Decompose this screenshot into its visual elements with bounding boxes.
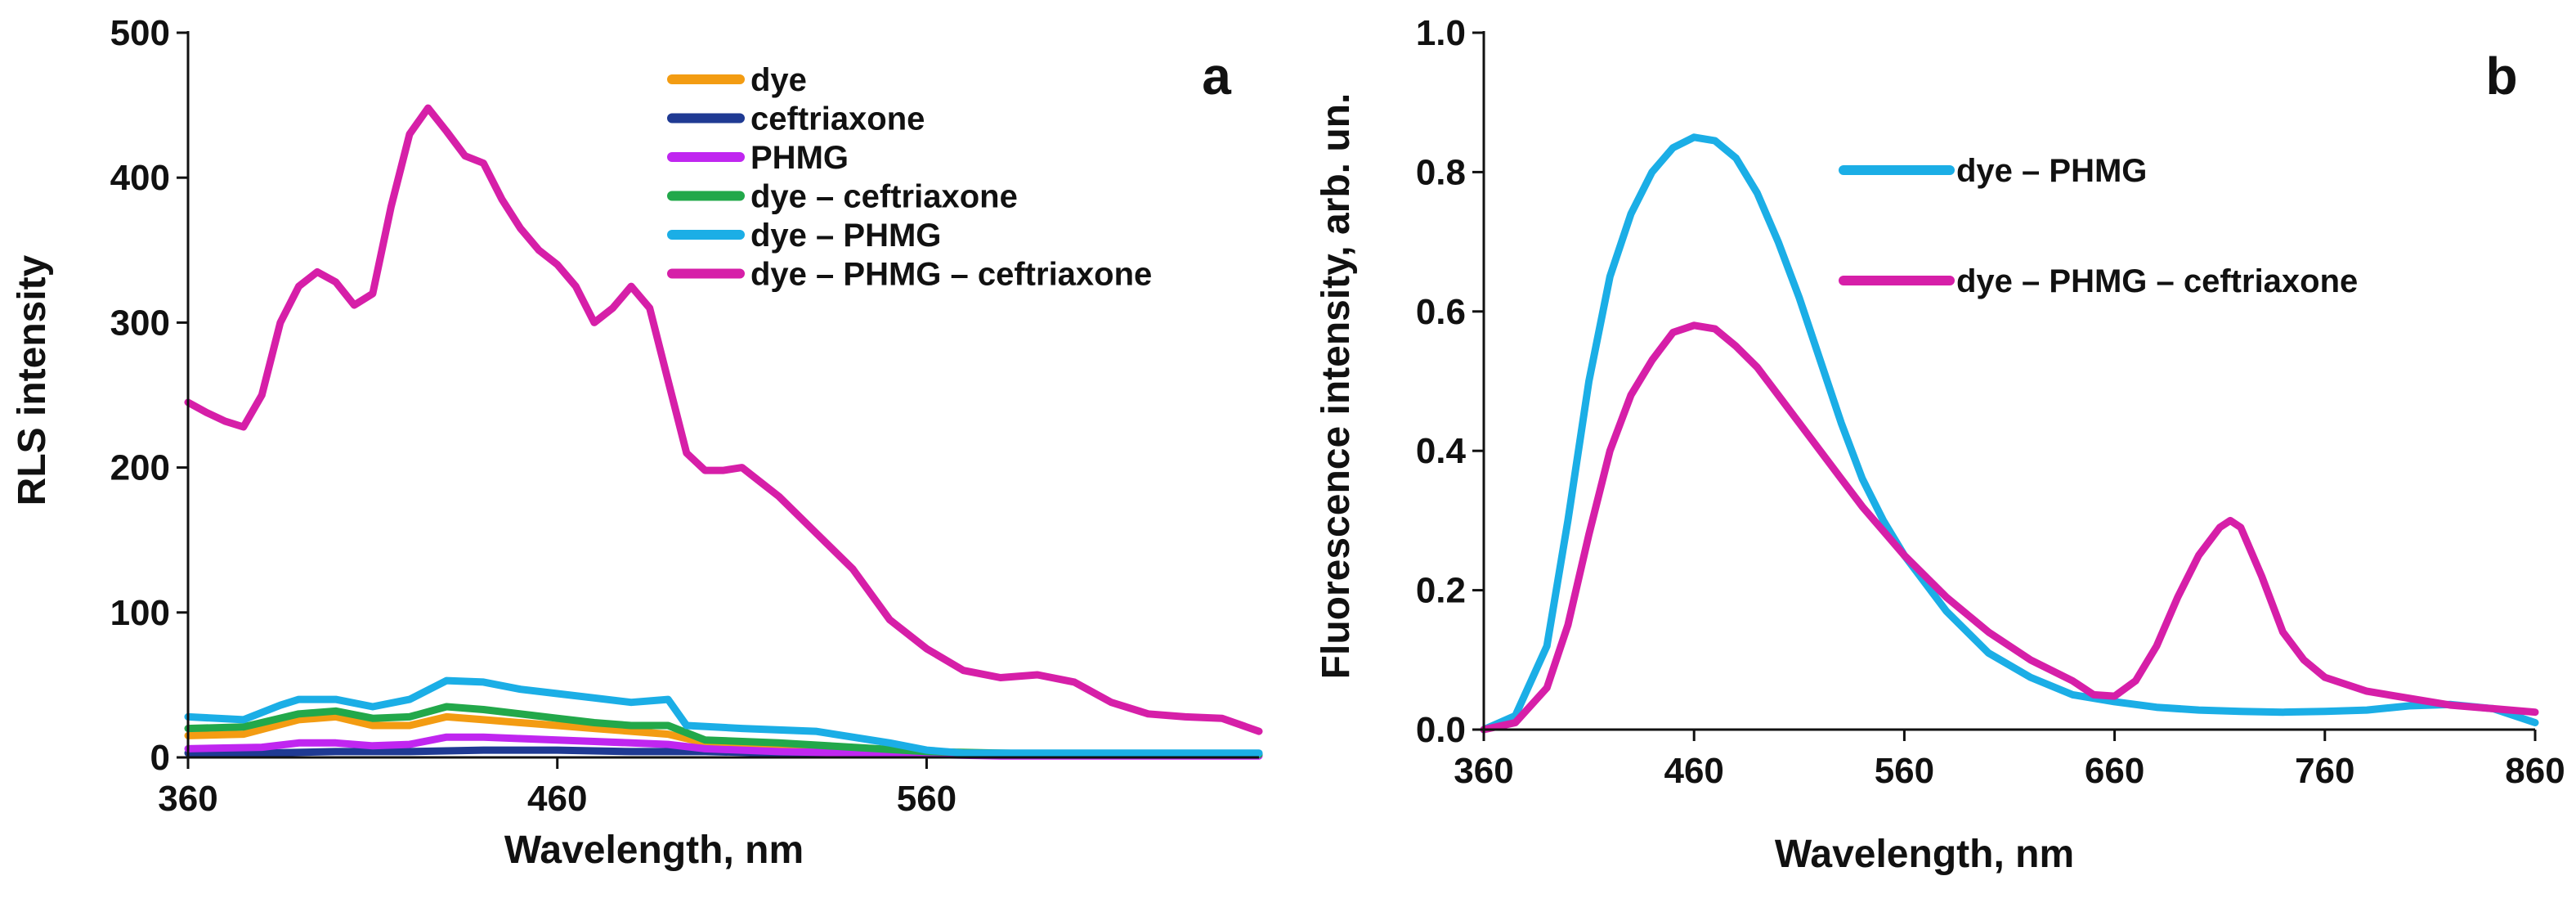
panel-b-y-tick-label: 0.0	[1416, 710, 1466, 750]
panel-a-legend-label-4: dye – ceftriaxone	[750, 179, 1018, 215]
panel-a-y-tick-label: 400	[110, 158, 170, 198]
panel-b-x-tick-label: 760	[2295, 751, 2354, 791]
panel-b-series-line-1	[1480, 133, 2539, 734]
panel-a-x-tick-label: 360	[158, 779, 217, 819]
panel-b-y-tick-label: 0.4	[1416, 431, 1467, 471]
panel-b-xlabel: Wavelength, nm	[1775, 833, 2074, 876]
panel-b-y-tick-label: 1.0	[1416, 13, 1466, 53]
panel-a-y-tick-label: 100	[110, 593, 170, 633]
panel-b-x-tick-label: 460	[1664, 751, 1723, 791]
panel-a-xlabel: Wavelength, nm	[504, 829, 804, 872]
panel-b-y-tick-label: 0.8	[1416, 152, 1466, 192]
panel-b-tag: b	[2485, 47, 2517, 106]
panel-a-ylabel: RLS intensity	[11, 254, 54, 505]
panel-a-y-tick-label: 500	[110, 13, 170, 53]
panel-a-chart: RLS intensity Wavelength, nm a 0 100 200 30…	[11, 13, 1263, 872]
panel-a-series-line-6	[184, 104, 1263, 735]
panel-b-x-tick-label: 560	[1875, 751, 1934, 791]
panel-b-chart: Fluorescence intensity, arb. un. Wavelen…	[1315, 13, 2565, 876]
panel-b-x-tick-label: 860	[2505, 751, 2565, 791]
panel-b-x-tick-label: 360	[1454, 751, 1513, 791]
panel-b-y-tick-label: 0.2	[1416, 571, 1466, 611]
panel-b-y-tick-label: 0.6	[1416, 292, 1466, 332]
panel-b-series-line-2	[1480, 321, 2539, 734]
panel-b-x-tick-label: 660	[2085, 751, 2144, 791]
panel-a-tag: a	[1202, 47, 1231, 106]
panel-a-legend-label-6: dye – PHMG – ceftriaxone	[750, 257, 1152, 293]
panel-b-legend-label-2: dye – PHMG – ceftriaxone	[1956, 263, 2358, 299]
panel-b-legend-label-1: dye – PHMG	[1956, 153, 2147, 189]
panel-a-x-tick-label: 460	[527, 779, 587, 819]
panel-b-ylabel: Fluorescence intensity, arb. un.	[1315, 93, 1358, 680]
panel-a-y-tick-label: 0	[150, 738, 170, 778]
panel-a-y-tick-label: 300	[110, 303, 170, 343]
panel-a-legend-label-1: dye	[750, 62, 807, 98]
panel-a-legend-label-2: ceftriaxone	[750, 101, 925, 137]
panel-a-y-tick-label: 200	[110, 448, 170, 488]
panel-a-legend-label-5: dye – PHMG	[750, 218, 941, 254]
panel-a-x-tick-label: 560	[897, 779, 956, 819]
panel-a-series-line-5	[184, 676, 1263, 757]
panel-a-legend-label-3: PHMG	[750, 140, 849, 176]
